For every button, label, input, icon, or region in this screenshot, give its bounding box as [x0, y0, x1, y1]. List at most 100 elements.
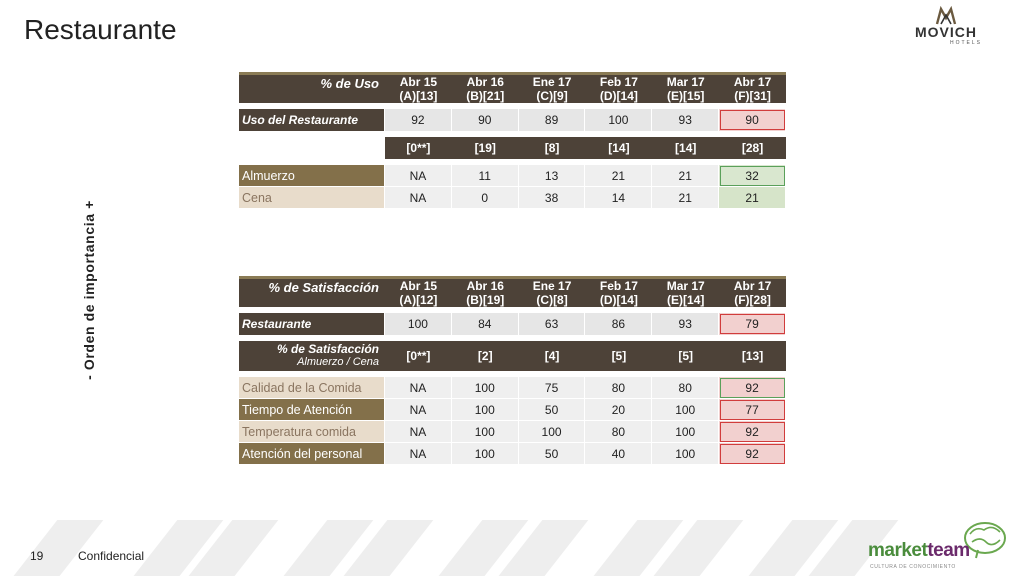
marketteam-wordmark: marketteam	[868, 540, 970, 561]
base-cell: [5]	[652, 341, 720, 371]
table-cell: 100	[652, 443, 720, 465]
table-cell: 50	[518, 399, 586, 421]
confidential-label: Confidencial	[78, 549, 145, 563]
column-header: Abr 15 (A)[12]	[385, 276, 452, 307]
usage-header-row: % de Uso Abr 15 (A)[13] Abr 16 (B)[21] Ene…	[239, 72, 786, 103]
usage-header-label: % de Uso	[239, 72, 385, 103]
table-row: Almuerzo NA 11 13 21 21 32	[239, 165, 786, 187]
column-header: Abr 17 (F)[31]	[719, 72, 786, 103]
base-cell: [14]	[585, 137, 653, 159]
column-header: Mar 17 (E)[15]	[652, 72, 720, 103]
table-cell: 93	[652, 313, 720, 335]
table-cell: 13	[518, 165, 586, 187]
table-cell: 20	[585, 399, 653, 421]
base-cell: [0**]	[385, 341, 452, 371]
table-cell: NA	[385, 421, 452, 443]
movich-logo: MOVICH HOTELS	[906, 6, 986, 46]
base-cell: [4]	[518, 341, 586, 371]
marketteam-tagline: CULTURA DE CONOCIMIENTO	[870, 564, 956, 570]
table-cell: 75	[518, 377, 586, 399]
table-cell: 80	[652, 377, 720, 399]
table-cell-highlighted: 21	[719, 187, 786, 209]
row-label: Almuerzo	[239, 165, 385, 187]
base-cell: [19]	[451, 137, 519, 159]
importance-axis-text: - Orden de importancia +	[81, 199, 97, 380]
table-cell-highlighted: 92	[719, 377, 786, 399]
base-cell: [2]	[451, 341, 519, 371]
table-cell: 92	[385, 109, 452, 131]
table-cell: 100	[451, 399, 519, 421]
row-label: Tiempo de Atención	[239, 399, 385, 421]
table-cell: 11	[451, 165, 519, 187]
column-header: Abr 17 (F)[28]	[719, 276, 786, 307]
table-cell: NA	[385, 399, 452, 421]
column-header: Feb 17 (D)[14]	[585, 72, 653, 103]
blank-cell	[239, 137, 385, 159]
usage-subheader-row: [0**] [19] [8] [14] [14] [28]	[239, 137, 786, 159]
movich-sub: HOTELS	[949, 40, 982, 46]
page-title: Restaurante	[24, 14, 177, 45]
table-cell-highlighted: 32	[719, 165, 786, 187]
row-label: Uso del Restaurante	[239, 109, 385, 131]
column-header: Abr 16 (B)[19]	[451, 276, 519, 307]
table-cell: 100	[385, 313, 452, 335]
table-cell: NA	[385, 377, 452, 399]
table-cell: 89	[518, 109, 586, 131]
table-cell: 38	[518, 187, 586, 209]
movich-mark-icon	[935, 6, 957, 25]
row-label: Temperatura comida	[239, 421, 385, 443]
table-cell-highlighted: 92	[719, 421, 786, 443]
table-cell-highlighted: 79	[719, 313, 786, 335]
table-cell: 50	[518, 443, 586, 465]
table-cell: 100	[518, 421, 586, 443]
row-label: Restaurante	[239, 313, 385, 335]
satisfaction-table: % de Satisfacción Abr 15 (A)[12] Abr 16 (B…	[239, 276, 786, 465]
table-cell: 84	[451, 313, 519, 335]
column-header: Abr 15 (A)[13]	[385, 72, 452, 103]
table-cell: 100	[451, 377, 519, 399]
table-cell: 100	[451, 421, 519, 443]
movich-name: MOVICH	[915, 24, 977, 40]
table-cell-highlighted: 90	[719, 109, 786, 131]
table-cell-highlighted: 77	[719, 399, 786, 421]
table-cell: 100	[585, 109, 653, 131]
table-cell: 80	[585, 377, 653, 399]
brain-icon	[964, 522, 1006, 559]
table-cell: 40	[585, 443, 653, 465]
table-cell: 100	[652, 421, 720, 443]
row-label: Atención del personal	[239, 443, 385, 465]
table-cell: 80	[585, 421, 653, 443]
table-row: Atención del personal NA 100 50 40 100 9…	[239, 443, 786, 465]
column-header: Ene 17 (C)[9]	[518, 72, 586, 103]
table-cell: 21	[652, 165, 720, 187]
satisfaction-subheader-row: % de Satisfacción Almuerzo / Cena [0**] …	[239, 341, 786, 371]
table-row: Tiempo de Atención NA 100 50 20 100 77	[239, 399, 786, 421]
column-header: Ene 17 (C)[8]	[518, 276, 586, 307]
base-cell: [14]	[652, 137, 720, 159]
table-cell: 93	[652, 109, 720, 131]
usage-table: % de Uso Abr 15 (A)[13] Abr 16 (B)[21] Ene…	[239, 72, 786, 209]
table-cell: NA	[385, 443, 452, 465]
usage-main-row: Uso del Restaurante 92 90 89 100 93 90	[239, 109, 786, 131]
table-cell: NA	[385, 187, 452, 209]
base-cell: [13]	[719, 341, 786, 371]
table-cell: NA	[385, 165, 452, 187]
base-cell: [8]	[518, 137, 586, 159]
column-header: Abr 16 (B)[21]	[451, 72, 519, 103]
table-cell: 21	[652, 187, 720, 209]
importance-axis-label: - Orden de importancia +	[78, 192, 100, 387]
row-label: Cena	[239, 187, 385, 209]
table-cell: 86	[585, 313, 653, 335]
table-cell: 14	[585, 187, 653, 209]
column-header: Mar 17 (E)[14]	[652, 276, 720, 307]
table-row: Temperatura comida NA 100 100 80 100 92	[239, 421, 786, 443]
table-cell: 0	[451, 187, 519, 209]
satisfaction-header-label: % de Satisfacción	[239, 276, 385, 307]
table-cell-highlighted: 92	[719, 443, 786, 465]
table-cell: 90	[451, 109, 519, 131]
table-cell: 63	[518, 313, 586, 335]
base-cell: [0**]	[385, 137, 452, 159]
subheader-label: % de Satisfacción Almuerzo / Cena	[239, 341, 385, 371]
page-number: 19	[30, 549, 44, 563]
satisfaction-header-row: % de Satisfacción Abr 15 (A)[12] Abr 16 (B…	[239, 276, 786, 307]
